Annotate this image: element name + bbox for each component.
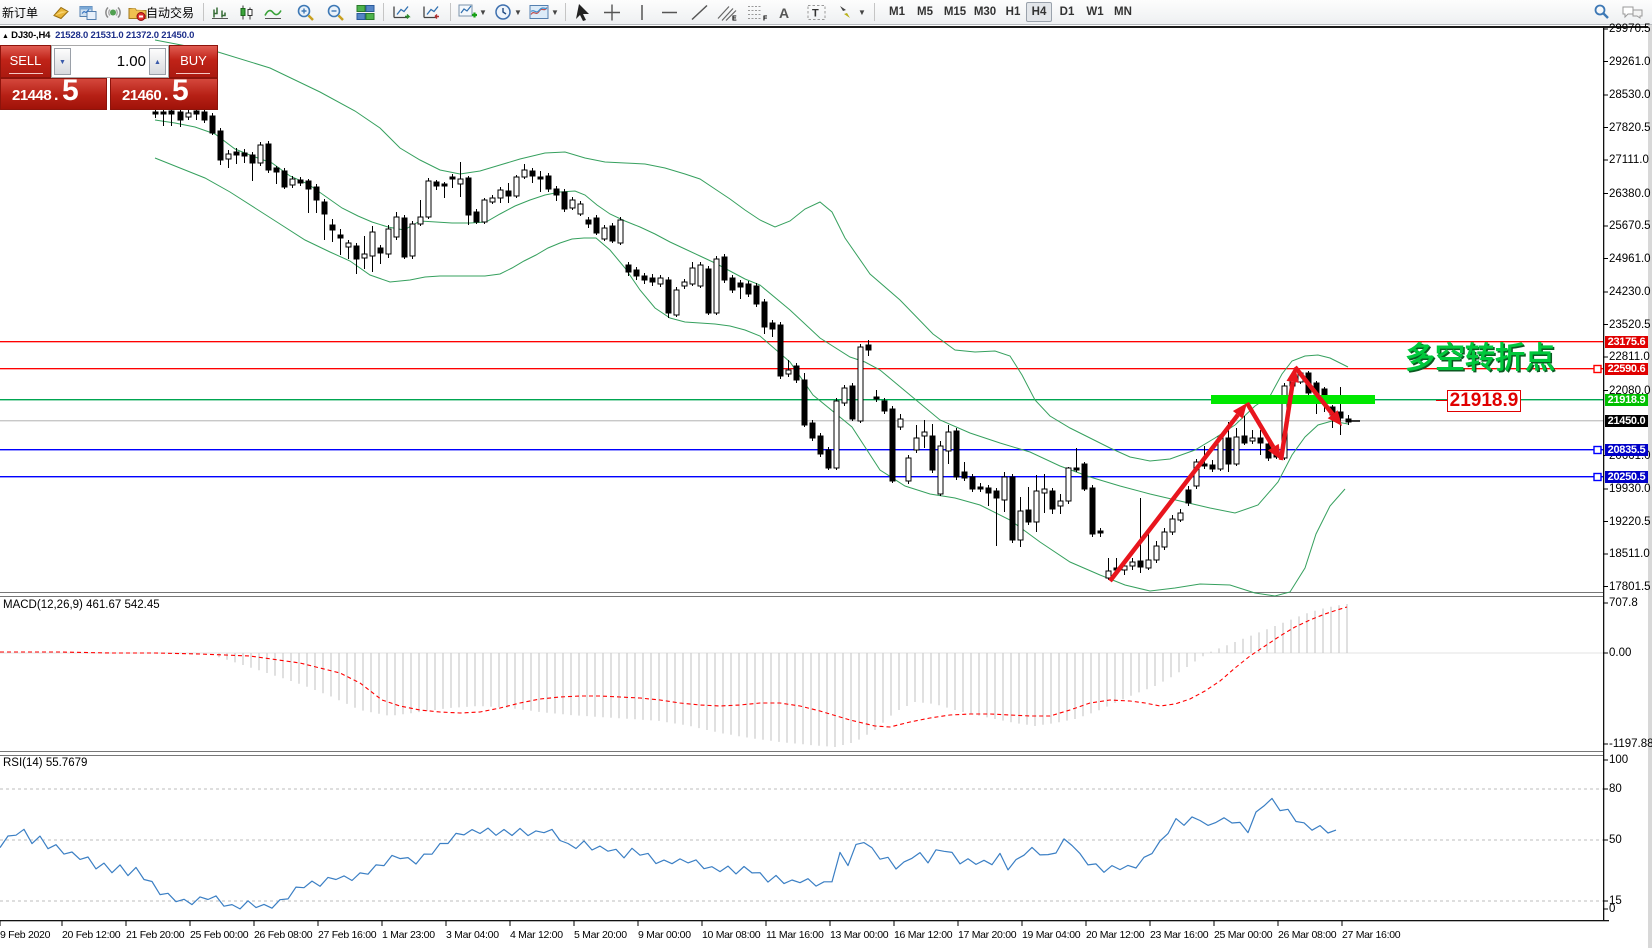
svg-text:E: E bbox=[732, 16, 737, 23]
svg-text:F: F bbox=[763, 16, 768, 23]
svg-text:T: T bbox=[812, 8, 819, 20]
